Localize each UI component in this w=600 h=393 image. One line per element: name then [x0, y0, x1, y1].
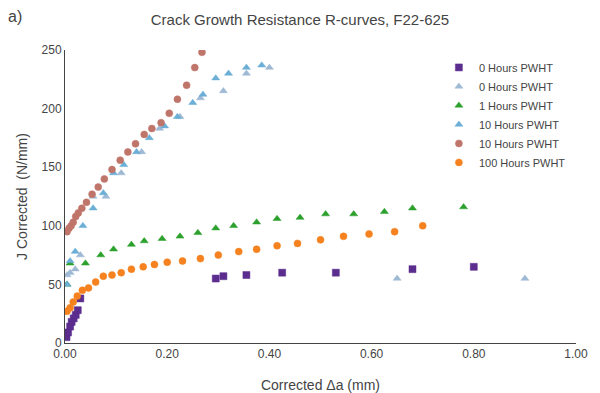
svg-text:100: 100 [42, 219, 62, 233]
svg-text:0.40: 0.40 [258, 347, 282, 361]
svg-text:0 Hours PWHT: 0 Hours PWHT [479, 62, 553, 74]
svg-text:0.20: 0.20 [156, 347, 180, 361]
svg-text:Corrected Δa (mm): Corrected Δa (mm) [261, 377, 380, 393]
svg-text:Crack Growth Resistance R-curv: Crack Growth Resistance R-curves, F22-62… [151, 11, 449, 28]
svg-text:250: 250 [42, 43, 62, 57]
svg-text:1 Hours PWHT: 1 Hours PWHT [479, 100, 553, 112]
svg-text:50: 50 [48, 278, 62, 292]
svg-text:10 Hours PWHT: 10 Hours PWHT [479, 119, 559, 131]
svg-text:0 Hours PWHT: 0 Hours PWHT [479, 81, 553, 93]
svg-text:0.00: 0.00 [53, 347, 77, 361]
svg-text:1.00: 1.00 [564, 347, 588, 361]
svg-text:10 Hours PWHT: 10 Hours PWHT [479, 138, 559, 150]
svg-text:a): a) [8, 8, 22, 25]
svg-text:100 Hours PWHT: 100 Hours PWHT [479, 157, 565, 169]
svg-text:150: 150 [42, 160, 62, 174]
svg-text:J Corrected (N/mm): J Corrected (N/mm) [14, 133, 30, 260]
svg-text:200: 200 [42, 102, 62, 116]
svg-text:0: 0 [55, 336, 62, 350]
svg-text:0.60: 0.60 [360, 347, 384, 361]
svg-text:0.80: 0.80 [462, 347, 486, 361]
